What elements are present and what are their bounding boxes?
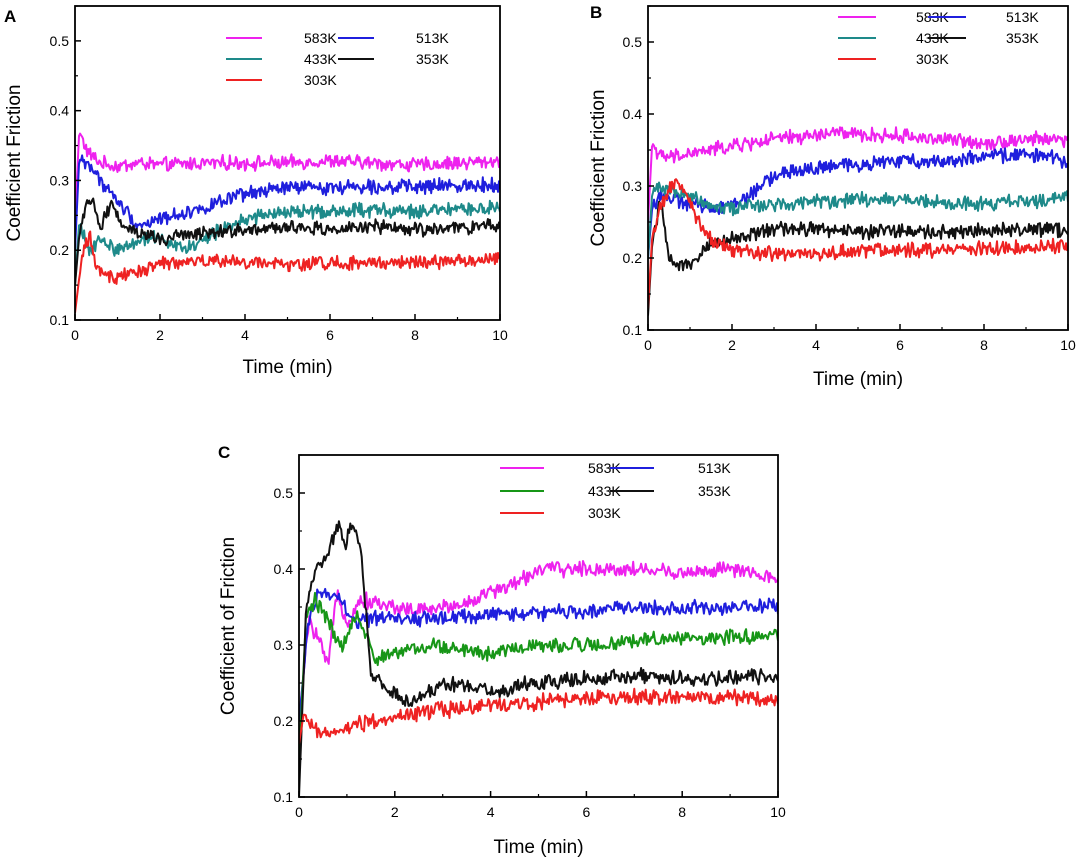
series-line-353K bbox=[299, 520, 778, 797]
series-line-583K bbox=[299, 560, 778, 722]
series-line-303K bbox=[299, 687, 778, 744]
series-line-303K bbox=[75, 230, 500, 314]
legend-label-583K: 583K bbox=[588, 460, 621, 476]
y-axis-title: Coefficient Friction bbox=[588, 90, 609, 247]
x-tick-label: 6 bbox=[583, 804, 591, 820]
x-axis-title: Time (min) bbox=[493, 837, 583, 858]
x-tick-label: 4 bbox=[241, 327, 249, 343]
x-tick-label: 6 bbox=[326, 327, 334, 343]
x-axis-title: Time (min) bbox=[242, 357, 332, 378]
x-tick-label: 2 bbox=[728, 337, 736, 353]
x-tick-label: 10 bbox=[1060, 337, 1076, 353]
y-tick-label: 0.5 bbox=[50, 33, 70, 49]
series-line-513K bbox=[75, 154, 500, 251]
x-tick-label: 8 bbox=[980, 337, 988, 353]
panel-letter-a: A bbox=[4, 7, 16, 26]
panel-a-chart: A 0 2 4 6 8 10 0.1 0.2 0.3 0.4 0.5 Time (min) Coeffic… bbox=[4, 5, 508, 378]
series-line-353K bbox=[648, 200, 1068, 316]
panel-b-chart: B 0 2 4 6 8 10 0.1 0.2 0.3 0.4 0.5 Time (min) Coeffic… bbox=[588, 3, 1076, 390]
y-tick-label: 0.3 bbox=[50, 172, 70, 188]
series-line-303K bbox=[648, 178, 1068, 309]
y-tick-label: 0.4 bbox=[274, 561, 294, 577]
legend-label-303K: 303K bbox=[588, 505, 621, 521]
legend-label-513K: 513K bbox=[1006, 9, 1039, 25]
legend-label-583K: 583K bbox=[304, 30, 337, 46]
series-line-583K bbox=[648, 126, 1068, 223]
x-tick-label: 6 bbox=[896, 337, 904, 353]
legend-label-353K: 353K bbox=[698, 483, 731, 499]
plot-frame bbox=[298, 454, 779, 798]
y-tick-label: 0.2 bbox=[274, 713, 294, 729]
legend-label-433K: 433K bbox=[588, 483, 621, 499]
x-tick-label: 0 bbox=[644, 337, 652, 353]
x-tick-label: 4 bbox=[487, 804, 495, 820]
legend-label-353K: 353K bbox=[416, 51, 449, 67]
legend-label-353K: 353K bbox=[1006, 30, 1039, 46]
y-axis-title: Coefficient Friction bbox=[4, 85, 25, 242]
x-tick-label: 2 bbox=[156, 327, 164, 343]
x-tick-label: 0 bbox=[71, 327, 79, 343]
y-tick-label: 0.2 bbox=[50, 242, 70, 258]
series-line-513K bbox=[648, 147, 1068, 259]
legend-label-303K: 303K bbox=[916, 51, 949, 67]
x-tick-label: 0 bbox=[295, 804, 303, 820]
series-line-583K bbox=[75, 132, 500, 223]
series-line-433K bbox=[648, 181, 1068, 259]
legend-label-433K: 433K bbox=[304, 51, 337, 67]
panel-letter-c: C bbox=[218, 443, 230, 462]
x-tick-label: 10 bbox=[492, 327, 508, 343]
y-tick-label: 0.1 bbox=[274, 789, 294, 805]
x-tick-label: 8 bbox=[411, 327, 419, 343]
series-line-513K bbox=[299, 587, 778, 722]
y-tick-label: 0.3 bbox=[274, 637, 294, 653]
y-tick-label: 0.1 bbox=[50, 312, 70, 328]
y-tick-label: 0.1 bbox=[623, 322, 643, 338]
series-line-353K bbox=[75, 197, 500, 286]
y-tick-label: 0.2 bbox=[623, 250, 643, 266]
panel-c-chart: C 0 2 4 6 8 10 0.1 0.2 0.3 0.4 0.5 Time (min) Coeffic… bbox=[218, 443, 786, 858]
y-tick-label: 0.5 bbox=[623, 34, 643, 50]
y-axis-title: Coefficient of Friction bbox=[218, 537, 239, 715]
y-tick-label: 0.3 bbox=[623, 178, 643, 194]
legend-label-513K: 513K bbox=[698, 460, 731, 476]
y-tick-label: 0.4 bbox=[50, 103, 70, 119]
y-tick-label: 0.5 bbox=[274, 485, 294, 501]
x-tick-label: 10 bbox=[770, 804, 786, 820]
x-tick-label: 4 bbox=[812, 337, 820, 353]
x-tick-label: 2 bbox=[391, 804, 399, 820]
legend-label-513K: 513K bbox=[416, 30, 449, 46]
x-axis-title: Time (min) bbox=[813, 369, 903, 390]
legend-label-303K: 303K bbox=[304, 72, 337, 88]
panel-letter-b: B bbox=[590, 3, 602, 22]
series-line-433K bbox=[299, 591, 778, 760]
x-tick-label: 8 bbox=[678, 804, 686, 820]
y-tick-label: 0.4 bbox=[623, 106, 643, 122]
